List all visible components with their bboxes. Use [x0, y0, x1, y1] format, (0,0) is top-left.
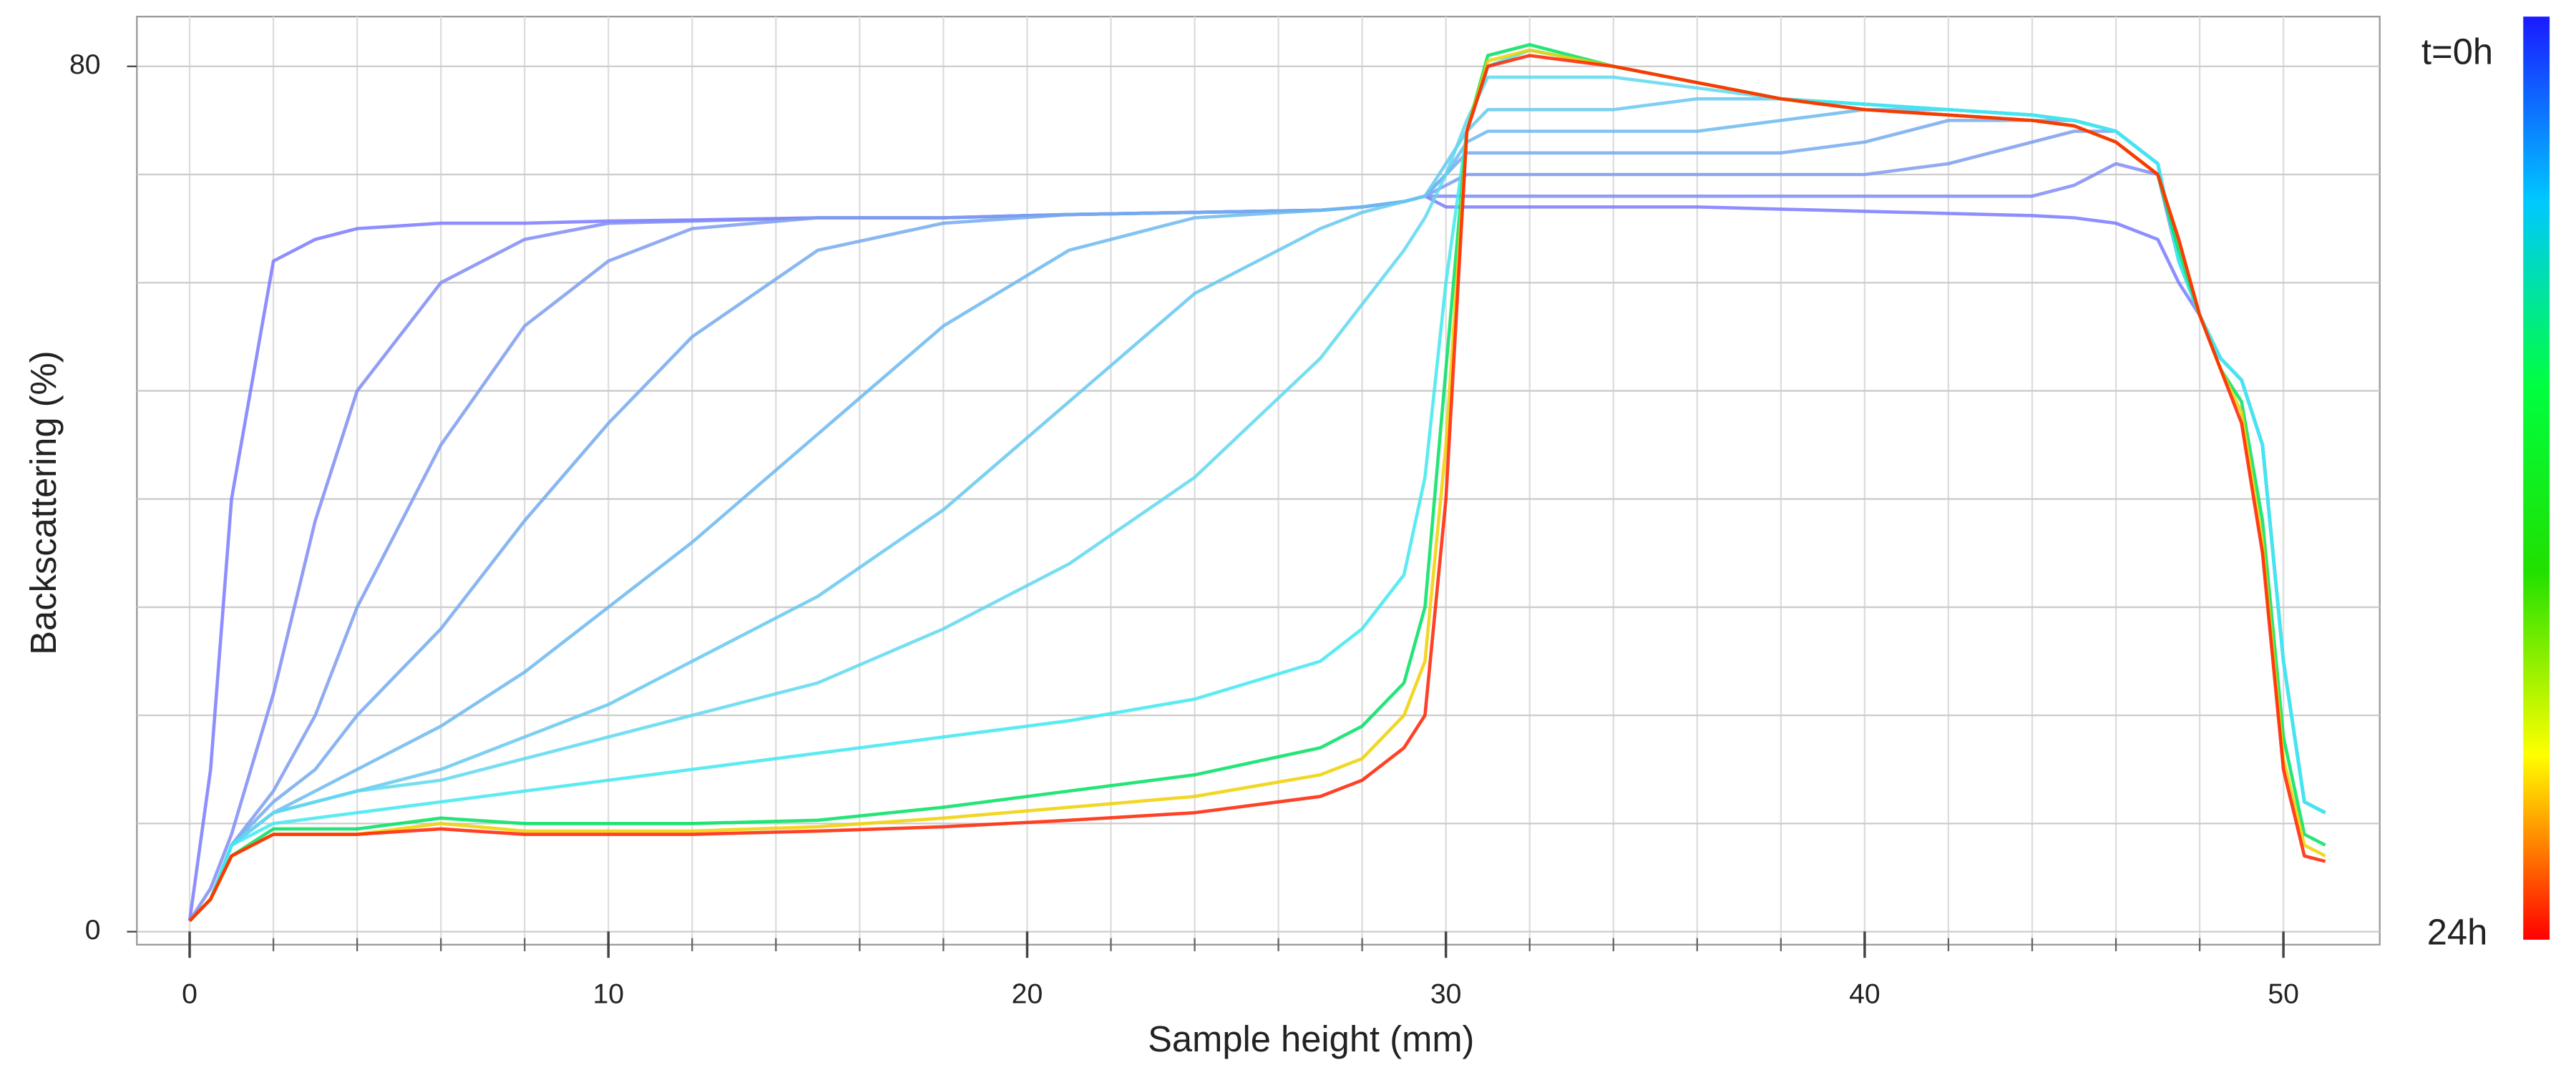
- series-line: [187, 194, 2326, 921]
- x-axis-title: Sample height (mm): [1148, 1018, 1474, 1059]
- x-tick-label: 0: [182, 979, 197, 1010]
- x-tick-label: 10: [592, 979, 624, 1010]
- x-tick-label: 20: [1012, 979, 1043, 1010]
- x-tick-label: 50: [2268, 979, 2299, 1010]
- colorbar-bottom-label: 24h: [2427, 911, 2488, 952]
- series-line: [188, 54, 2326, 923]
- x-tick-label: 30: [1430, 979, 1462, 1010]
- x-tick-label: 40: [1849, 979, 1880, 1010]
- colorbar: [2523, 16, 2550, 940]
- colorbar-top-label: t=0h: [2421, 31, 2493, 72]
- y-tick-label: 0: [85, 915, 101, 946]
- y-tick-label: 80: [69, 49, 101, 80]
- y-axis-title: Backscattering (%): [23, 350, 64, 654]
- plot-area: [136, 16, 2381, 946]
